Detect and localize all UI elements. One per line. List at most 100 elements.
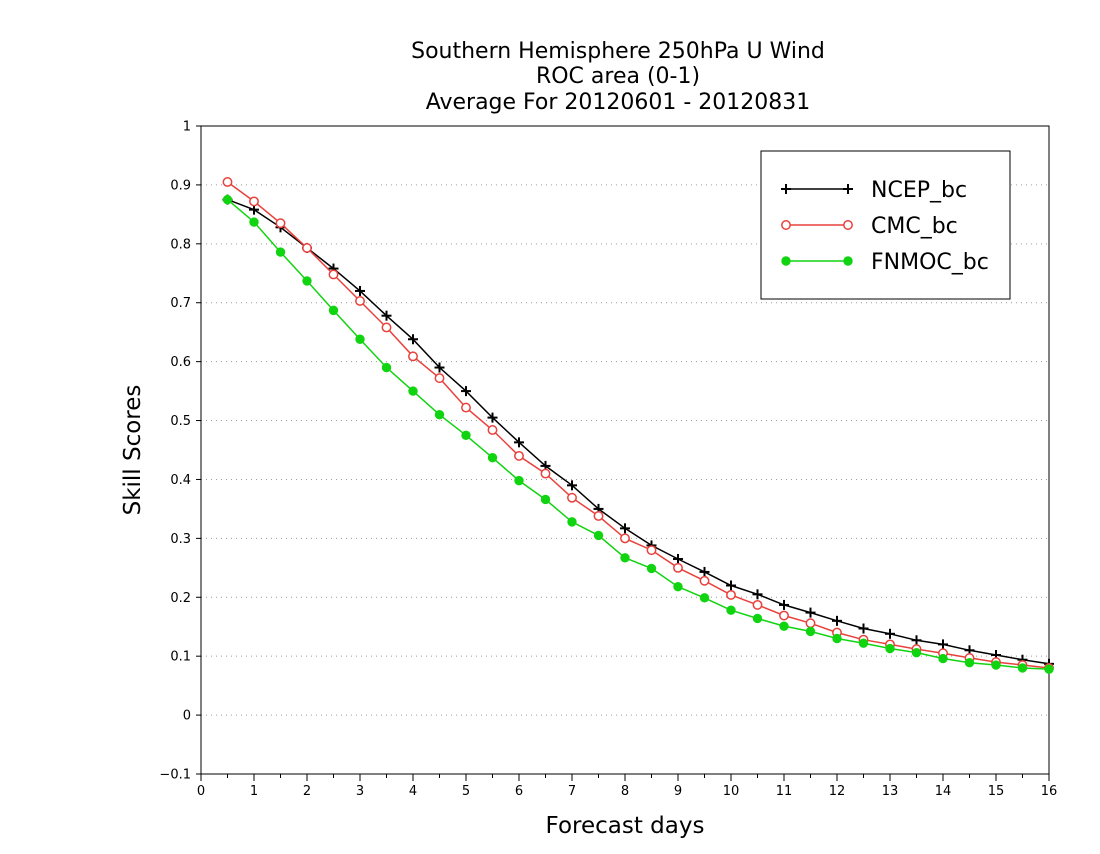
data-point: [487, 425, 498, 435]
data-point: [805, 618, 816, 629]
y-tick-label: −0.1: [159, 768, 191, 783]
y-tick-label: 0.4: [170, 473, 191, 488]
data-point: [726, 605, 736, 615]
y-tick-label: 0.6: [170, 355, 191, 370]
data-point: [726, 589, 736, 600]
legend-marker: [843, 256, 853, 266]
data-point: [249, 217, 259, 227]
series-fnmoc-bc: [222, 194, 1054, 674]
data-point: [328, 305, 339, 316]
data-point: [567, 480, 577, 491]
data-point: [567, 492, 577, 503]
data-point: [779, 610, 789, 621]
legend-item-fnmoc-bc: FNMOC_bc: [781, 250, 989, 275]
data-point: [805, 626, 816, 637]
x-tick-label: 13: [882, 784, 899, 799]
data-point: [858, 638, 869, 648]
data-point: [1017, 663, 1028, 673]
x-tick-label: 10: [723, 784, 740, 799]
x-tick-label: 8: [621, 784, 629, 799]
data-point: [487, 412, 498, 423]
data-point: [222, 177, 233, 187]
data-point: [275, 247, 286, 257]
legend-label: CMC_bc: [871, 214, 958, 239]
x-tick-label: 11: [776, 784, 793, 799]
data-point: [487, 452, 498, 463]
y-tick-label: 0.9: [170, 178, 191, 193]
data-point: [911, 635, 922, 646]
data-point: [355, 334, 365, 344]
data-point: [620, 553, 630, 563]
data-point: [567, 517, 577, 527]
data-point: [328, 269, 339, 280]
data-point: [302, 242, 312, 253]
x-tick-label: 6: [515, 784, 523, 799]
data-point: [540, 468, 551, 479]
legend-label: FNMOC_bc: [871, 250, 989, 275]
data-point: [805, 607, 816, 618]
data-point: [832, 633, 842, 644]
legend-item-cmc-bc: CMC_bc: [781, 214, 958, 239]
y-axis: −0.1 0 0.1 0.2 0.3 0.4 0.5 0.6 0.7 0.8 0.9 1: [159, 120, 201, 783]
data-point: [593, 511, 604, 521]
data-point: [673, 581, 683, 592]
data-point: [858, 623, 869, 634]
data-point: [938, 639, 948, 650]
data-point: [779, 621, 789, 631]
data-point: [964, 657, 975, 668]
x-axis: 0 1 2 3 4 5 6 7 8 9 10 11 12 13 14 15 16: [197, 774, 1057, 799]
data-point: [355, 285, 365, 296]
data-point: [434, 373, 445, 384]
data-point: [938, 653, 948, 664]
x-tick-label: 15: [988, 784, 1005, 799]
data-point: [911, 647, 922, 658]
data-point: [355, 296, 365, 306]
chart-title-line-3: Average For 20120601 - 20120831: [426, 90, 811, 115]
data-point: [646, 563, 657, 574]
x-tick-label: 3: [356, 784, 364, 799]
data-point: [249, 196, 259, 207]
data-point: [434, 362, 445, 373]
x-tick-label: 9: [674, 784, 682, 799]
data-point: [461, 402, 471, 413]
y-tick-label: 0.7: [170, 296, 191, 311]
data-point: [699, 575, 710, 586]
y-axis-title: Skill Scores: [120, 385, 146, 516]
legend-marker: [781, 220, 791, 230]
data-point: [991, 660, 1001, 670]
legend-label: NCEP_bc: [871, 178, 967, 203]
data-point: [1044, 664, 1054, 674]
data-point: [699, 566, 710, 577]
data-point: [434, 409, 445, 420]
chart-title-line-1: Southern Hemisphere 250hPa U Wind: [411, 39, 825, 64]
data-point: [514, 437, 524, 448]
x-tick-label: 2: [303, 784, 311, 799]
x-tick-label: 4: [409, 784, 417, 799]
legend-marker: [843, 184, 853, 194]
data-point: [752, 613, 763, 624]
x-tick-label: 12: [829, 784, 846, 799]
data-point: [646, 545, 657, 556]
legend-marker: [843, 220, 853, 230]
x-tick-label: 14: [935, 784, 952, 799]
data-point: [514, 450, 524, 461]
data-point: [381, 362, 392, 373]
x-tick-label: 1: [250, 784, 258, 799]
legend-marker: [781, 184, 791, 194]
x-tick-label: 5: [462, 784, 470, 799]
data-point: [540, 494, 551, 505]
data-point: [832, 615, 842, 626]
data-point: [752, 589, 763, 600]
data-point: [381, 322, 392, 333]
data-point: [752, 599, 763, 610]
data-point: [275, 218, 286, 229]
data-point: [461, 386, 471, 397]
series-line-ncep-bc: [227, 198, 1050, 665]
data-point: [593, 530, 604, 541]
y-tick-label: 0.3: [170, 532, 191, 547]
data-point: [779, 599, 789, 610]
y-tick-label: 0.8: [170, 237, 191, 252]
legend: NCEP_bc CMC_bc FNMOC_bc: [760, 150, 1011, 300]
data-point: [885, 643, 895, 654]
